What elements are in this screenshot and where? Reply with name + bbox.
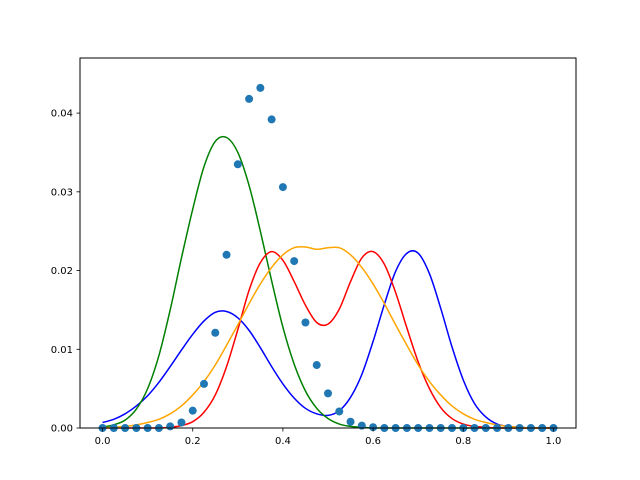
x-axis: 0.0 0.2 0.4 0.6 0.8 1.0 bbox=[95, 428, 562, 447]
scatter-point bbox=[233, 160, 242, 169]
scatter-point bbox=[301, 318, 310, 327]
x-tick-label: 0.8 bbox=[455, 436, 471, 447]
series-line-4 bbox=[102, 245, 554, 429]
scatter-point bbox=[346, 417, 355, 426]
scatter-point bbox=[200, 379, 208, 388]
scatter-point bbox=[166, 422, 175, 431]
scatter-point bbox=[290, 257, 299, 266]
y-tick-label: 0.02 bbox=[51, 266, 73, 277]
x-tick-label: 0.6 bbox=[365, 436, 381, 447]
scatter-point bbox=[267, 115, 276, 124]
y-tick-label: 0.03 bbox=[51, 187, 73, 198]
scatter-point bbox=[278, 183, 287, 192]
x-tick-label: 1.0 bbox=[546, 436, 562, 447]
scatter-point bbox=[188, 406, 197, 415]
plot-area-frame bbox=[79, 57, 577, 429]
x-tick-label: 0.0 bbox=[95, 436, 111, 447]
scatter-point bbox=[256, 83, 265, 92]
scatter-point bbox=[369, 423, 378, 432]
scatter-point bbox=[324, 389, 332, 398]
scatter-point bbox=[335, 407, 344, 416]
scatter-point bbox=[211, 328, 220, 337]
scatter-point bbox=[177, 418, 186, 427]
y-tick-label: 0.04 bbox=[51, 109, 73, 120]
y-tick-label: 0.01 bbox=[51, 345, 73, 356]
scatter-point bbox=[312, 361, 321, 370]
y-axis: 0.00 0.01 0.02 0.03 0.04 bbox=[51, 109, 80, 435]
x-tick-label: 0.2 bbox=[185, 436, 201, 447]
x-tick-label: 0.4 bbox=[275, 436, 291, 447]
scatter-point bbox=[222, 250, 231, 259]
scatter-point bbox=[245, 94, 254, 103]
y-tick-label: 0.00 bbox=[51, 424, 73, 435]
series-line-1 bbox=[102, 250, 554, 429]
